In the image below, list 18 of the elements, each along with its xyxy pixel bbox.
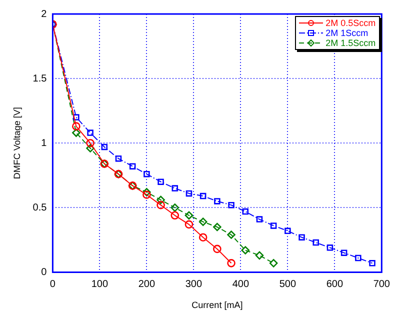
x-axis-title: Current [mA] bbox=[192, 300, 243, 310]
x-tick-label: 700 bbox=[373, 278, 390, 290]
x-tick-label: 500 bbox=[279, 278, 296, 290]
legend-label: 2M 0.5Sccm bbox=[326, 18, 376, 28]
y-axis-title: DMFC Voltage [V] bbox=[12, 107, 22, 180]
y-tick-label: 0 bbox=[41, 266, 48, 278]
legend-label: 2M 1.5Sccm bbox=[326, 38, 376, 48]
x-tick-label: 600 bbox=[326, 278, 344, 290]
y-tick-label: 0.5 bbox=[32, 202, 48, 214]
legend-label: 2M 1Sccm bbox=[326, 28, 368, 38]
x-tick-label: 300 bbox=[185, 278, 202, 290]
y-tick-label: 1.5 bbox=[32, 73, 48, 84]
y-tick-label: 1 bbox=[41, 138, 48, 149]
x-tick-label: 400 bbox=[232, 278, 250, 290]
x-tick-label: 0 bbox=[50, 278, 56, 290]
y-tick-label: 2 bbox=[41, 8, 48, 20]
x-tick-label: 200 bbox=[138, 278, 156, 290]
x-tick-label: 100 bbox=[91, 278, 108, 290]
